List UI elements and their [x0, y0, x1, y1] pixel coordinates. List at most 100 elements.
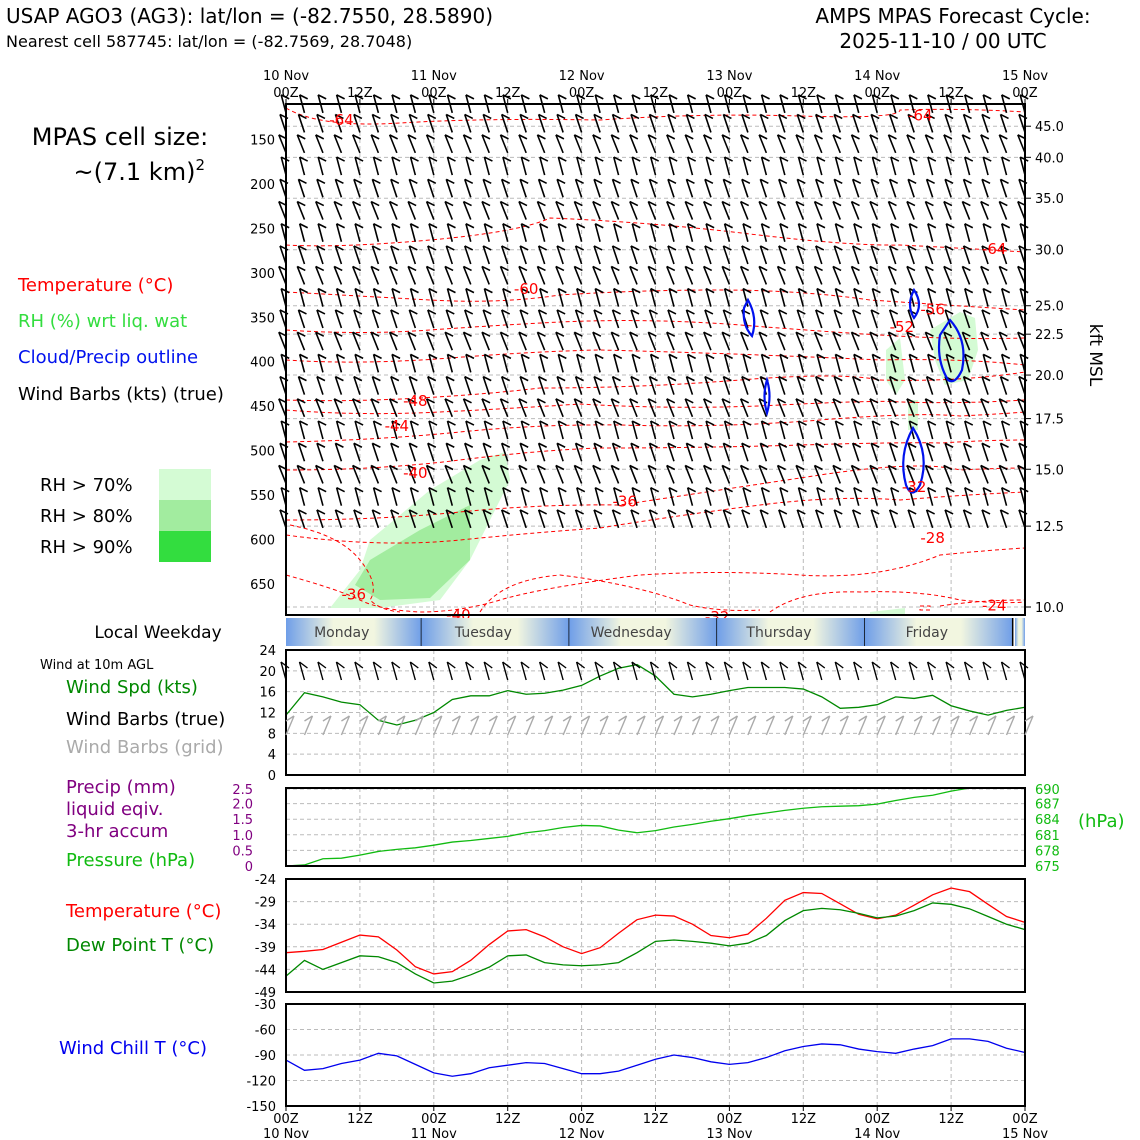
wind-barb-grid [987, 715, 997, 736]
wind-barb [964, 487, 971, 506]
wind-barb [500, 245, 509, 265]
wind-barb [296, 465, 306, 484]
wind-barb-flag [336, 420, 345, 426]
wind-barb-flag [649, 509, 658, 515]
wind-barb [425, 134, 435, 154]
wind-barb [536, 134, 546, 154]
wind-barb [351, 134, 361, 154]
rh-shaded-region [355, 505, 470, 600]
temperature-contour [285, 439, 1026, 471]
wind-barb [502, 156, 509, 176]
wind-barb [316, 179, 324, 198]
wind-barb [353, 443, 361, 462]
wind-barb-true [890, 661, 897, 681]
wind-barb-flag [373, 94, 382, 100]
wind-barb [686, 288, 694, 307]
wind-barb-flag [795, 464, 805, 471]
temperature-contour [285, 371, 1026, 402]
wind-barb-flag [962, 134, 971, 140]
wind-barb-flag [724, 223, 733, 229]
wind-barb [537, 245, 546, 265]
wind-barb-flag [852, 309, 862, 315]
top-hour-label: 00Z [1012, 86, 1038, 101]
wind-barb-flag [574, 134, 583, 140]
weekday-bar: Monday Tuesday Wednesday Thursday Friday [286, 618, 1025, 646]
wind-barb [502, 487, 509, 506]
wind-barb-flag [352, 398, 362, 404]
wind-barb [630, 114, 638, 133]
wind-barb-flag [521, 223, 530, 229]
top-hour-label: 00Z [864, 86, 890, 101]
wind-barb-flag [944, 178, 954, 185]
wind-barb [758, 331, 768, 351]
wind-barb [834, 354, 842, 373]
wind-barb-flag [779, 94, 789, 100]
wind-barb [539, 288, 546, 307]
pressure-unit: (hPa) [1078, 811, 1125, 832]
wind-barb [796, 376, 805, 395]
wind-barb-flag [759, 178, 769, 185]
wind-barb-true-feather [317, 661, 327, 669]
wind-barb [446, 420, 454, 440]
panel-tick-label: -49 [255, 986, 276, 1001]
wind-barb [778, 179, 786, 198]
wind-barb-grid [802, 715, 812, 736]
wind-barb-true [298, 661, 306, 681]
wind-barb [925, 443, 934, 462]
wind-barb [666, 266, 675, 285]
wind-barb [702, 465, 712, 484]
wind-barb-flag [574, 398, 583, 404]
wind-barb [445, 376, 454, 395]
wind-barb-flag [740, 134, 750, 140]
wind-barb-flag [832, 265, 842, 272]
wind-barb [444, 201, 454, 220]
wind-barb-flag [888, 398, 897, 404]
wind-barb-flag [352, 331, 362, 337]
wind-barb-flag [613, 486, 623, 493]
wind-barb [999, 509, 1008, 529]
wind-barb-flag [723, 113, 732, 120]
wind-barb [927, 223, 934, 242]
pressure-tick-label: 675 [1035, 860, 1060, 875]
wind-barb [778, 443, 786, 462]
wind-barb-flag [613, 353, 623, 360]
wind-barb-flag [407, 265, 417, 272]
wind-barb [906, 465, 915, 484]
wind-barb [813, 465, 823, 484]
wind-barb-flag [704, 509, 714, 515]
wind-barb-flag [907, 178, 917, 185]
wind-barb-flag [427, 178, 437, 185]
wind-barb [278, 266, 287, 285]
wind-barb-flag [907, 442, 917, 448]
wind-barb-flag [372, 375, 381, 382]
wind-barb [668, 354, 675, 373]
wind-barb-flag [502, 420, 512, 426]
wind-barb-flag [724, 486, 733, 493]
wind-barb-flag [686, 509, 695, 515]
wind-barb-flag [317, 287, 327, 294]
wind-barb [297, 509, 306, 529]
wind-barb [704, 376, 712, 395]
wind-barb-flag [539, 94, 549, 100]
wind-barb [592, 398, 601, 418]
wind-barb-flag [945, 353, 955, 360]
wind-barb-flag [723, 375, 732, 382]
wind-barb [1000, 156, 1008, 176]
wind-barb-flag [982, 94, 992, 100]
wind-barb-flag [299, 486, 309, 493]
wind-barb [704, 509, 712, 529]
wind-barb [465, 156, 472, 176]
wind-barb-true [538, 661, 546, 681]
wind-barb [964, 288, 971, 307]
wind-barb [779, 156, 786, 176]
wind-barb [536, 398, 546, 418]
wind-barb [797, 156, 805, 176]
wind-barb-flag [502, 156, 512, 162]
rh-legend-label: RH > 70% [40, 475, 133, 496]
wind-barb-flag [684, 331, 694, 337]
wind-barb-flag [519, 442, 529, 448]
pressure-tick-label: 250 [250, 222, 275, 237]
wind-barb-flag [556, 375, 566, 382]
weekday-name: Monday [314, 625, 369, 641]
wind-barb-flag [814, 464, 823, 471]
